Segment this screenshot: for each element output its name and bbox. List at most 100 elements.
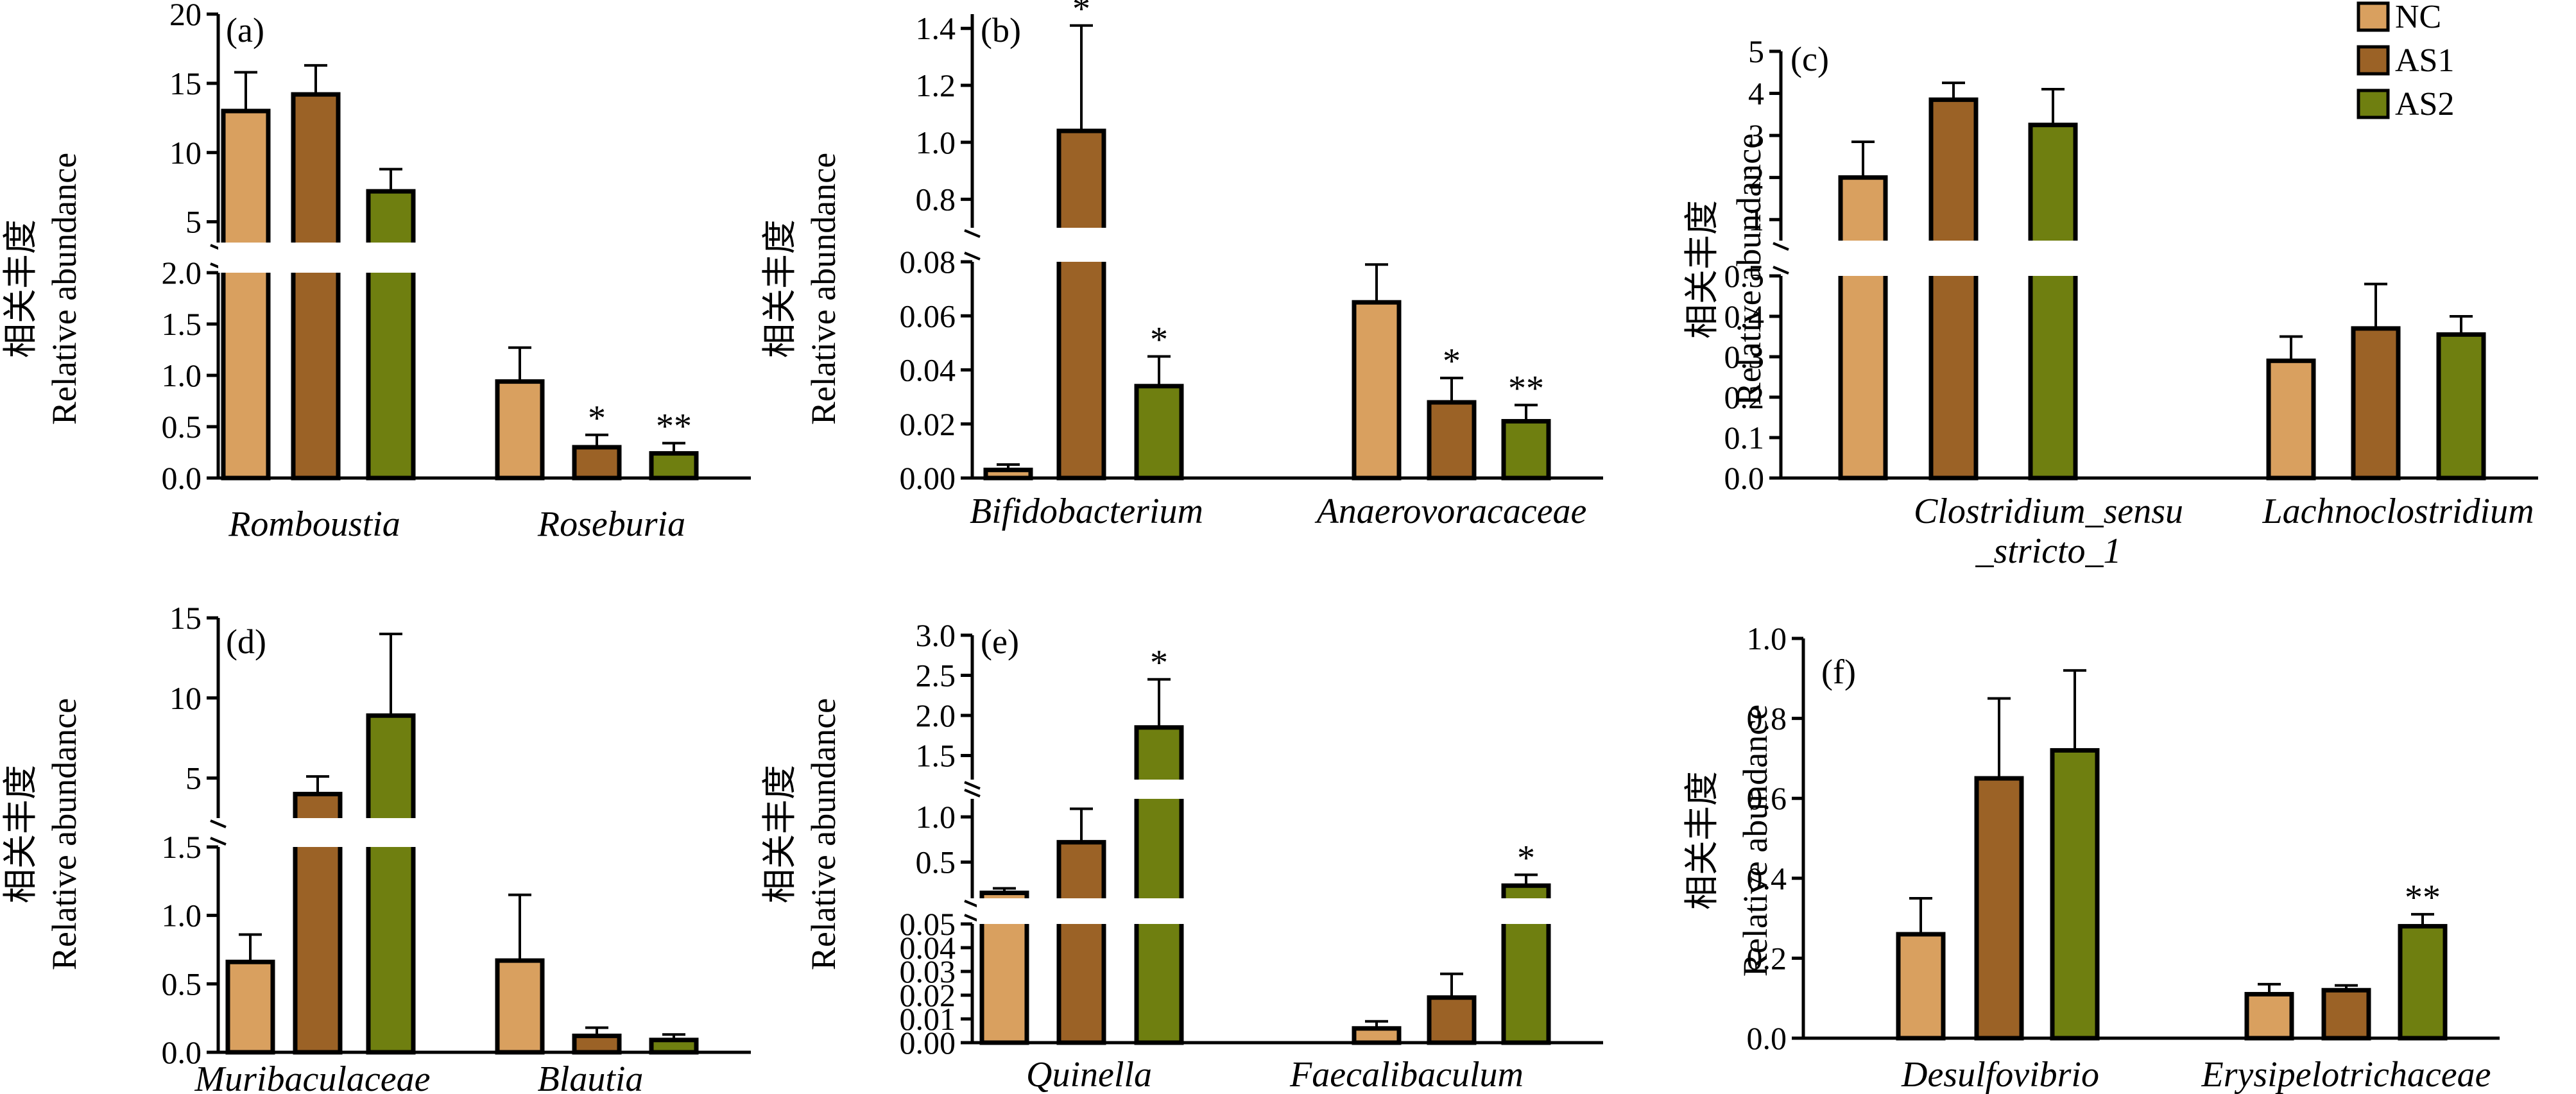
y-tick-label: 2: [1748, 160, 1764, 196]
axis-break-gap: [1131, 898, 1187, 924]
legend-label-nc: NC: [2395, 0, 2441, 35]
significance-marker: **: [656, 407, 692, 447]
y-tick-label: 20: [169, 0, 202, 32]
category-label: Roseburia: [537, 504, 685, 544]
y-tick-label: 1.0: [162, 357, 202, 393]
bar-as1: [2351, 326, 2401, 481]
bar-as1: [1928, 97, 1979, 481]
bar-as1: [2321, 987, 2371, 1041]
y-tick-label: 0.01: [900, 1001, 956, 1037]
bar-as2: [2028, 123, 2078, 481]
bar-nc: [225, 959, 275, 1055]
axis-break-mark: [964, 789, 981, 798]
legend-swatch-as2: [2357, 89, 2390, 119]
y-tick-label: 0.0: [1747, 1020, 1787, 1056]
bar-as1: [1974, 776, 2024, 1041]
significance-marker: *: [1443, 341, 1461, 381]
y-tick-label: 0.2: [1724, 379, 1765, 415]
legend-label-as2: AS2: [2395, 86, 2454, 123]
bar-as2: [649, 1038, 699, 1055]
y-tick-label: 0.06: [900, 298, 956, 334]
bar-nc: [495, 958, 545, 1055]
bar-nc: [1352, 1026, 1402, 1045]
axis-break-gap: [977, 898, 1032, 924]
bar-nc: [2244, 991, 2294, 1041]
panel-label: (e): [981, 622, 1019, 661]
y-tick-label: 0.04: [900, 930, 956, 966]
bar-as1: [1427, 995, 1477, 1045]
significance-marker: *: [1150, 643, 1168, 683]
axis-break-gap: [1498, 898, 1554, 924]
y-tick-label: 0.00: [900, 1025, 956, 1061]
bar-nc: [2266, 358, 2316, 481]
y-tick-label: 2.0: [916, 697, 956, 733]
bar-as2: [2050, 748, 2100, 1041]
y-tick-label: 5: [1748, 33, 1764, 69]
y-tick-label: 2.0: [162, 255, 202, 291]
bar-as2: [2436, 332, 2486, 481]
y-axis-title-en: Relative abundance: [45, 698, 83, 970]
y-tick-label: 1.5: [916, 738, 956, 774]
y-axis-title-en: Relative abundance: [1736, 705, 1774, 977]
y-axis-title-cn: 相关丰度: [1683, 200, 1721, 339]
bar-nc: [1838, 175, 1888, 481]
y-tick-label: 0.4: [1724, 298, 1765, 334]
significance-marker: *: [1517, 838, 1535, 878]
bar-as1: [1056, 840, 1106, 1045]
axis-break-mark: [964, 781, 981, 790]
panel-label: (c): [1790, 40, 1829, 78]
axis-break-mark: [210, 837, 227, 846]
category-label: Desulfovibrio: [1901, 1055, 2099, 1094]
y-tick-label: 1.0: [916, 124, 956, 160]
y-tick-label: 1.0: [162, 898, 202, 934]
bar-as2: [366, 713, 416, 1055]
axis-break-gap: [2025, 241, 2081, 276]
y-tick-label: 0.04: [900, 352, 956, 388]
y-axis-title-cn: 相关丰度: [1, 219, 40, 358]
axis-break-mark: [964, 252, 981, 261]
significance-marker: **: [2405, 878, 2441, 918]
y-tick-label: 0.08: [900, 244, 956, 280]
legend: NC AS1 AS2: [2357, 0, 2454, 123]
category-label: Bifidobacterium: [970, 491, 1203, 531]
y-tick-label: 0.02: [900, 977, 956, 1013]
y-tick-label: 1.2: [916, 67, 956, 103]
category-label: Anaerovoracaceae: [1314, 491, 1587, 531]
bar-nc: [983, 467, 1033, 481]
y-tick-label: 3: [1748, 117, 1764, 153]
y-tick-label: 10: [169, 680, 202, 716]
y-tick-label: 5: [185, 204, 202, 240]
bar-nc: [1896, 932, 1946, 1041]
bar-as1: [572, 1033, 622, 1055]
y-tick-label: 0.0: [1724, 460, 1765, 496]
panel-label: (d): [226, 622, 266, 661]
y-tick-label: 1.5: [162, 829, 202, 865]
y-tick-label: 0.03: [900, 953, 956, 989]
bar-as1: [572, 445, 622, 481]
significance-marker: *: [588, 398, 606, 438]
y-tick-label: 1.5: [162, 306, 202, 342]
y-tick-label: 1: [1748, 201, 1764, 237]
axis-break-mark: [210, 819, 227, 828]
category-label: Blautia: [538, 1059, 644, 1094]
y-tick-label: 0.6: [1747, 780, 1787, 816]
category-label: Faecalibaculum: [1289, 1055, 1524, 1094]
y-tick-label: 0.02: [900, 406, 956, 442]
chart-panel-e: 0.000.010.020.030.040.05 0.5 1.0 1.5 2.02.5 3…: [760, 617, 1603, 1094]
bar-as1: [291, 92, 341, 481]
y-tick-label: 1.0: [1747, 620, 1787, 656]
category-label: Romboustia: [228, 504, 400, 544]
bar-as2: [1134, 725, 1184, 1045]
significance-marker: **: [1508, 368, 1544, 408]
category-label: Quinella: [1026, 1055, 1152, 1094]
axis-break-gap: [1054, 898, 1109, 924]
axis-break-gap: [1054, 228, 1109, 262]
y-tick-label: 0.1: [1724, 420, 1765, 456]
y-tick-label: 5: [185, 760, 202, 796]
legend-label-as1: AS1: [2395, 42, 2454, 79]
y-tick-label: 0.5: [1724, 258, 1765, 294]
axis-break-mark: [1773, 242, 1789, 251]
y-axis-title-cn: 相关丰度: [1683, 771, 1721, 910]
panel-label: (f): [1821, 653, 1856, 691]
